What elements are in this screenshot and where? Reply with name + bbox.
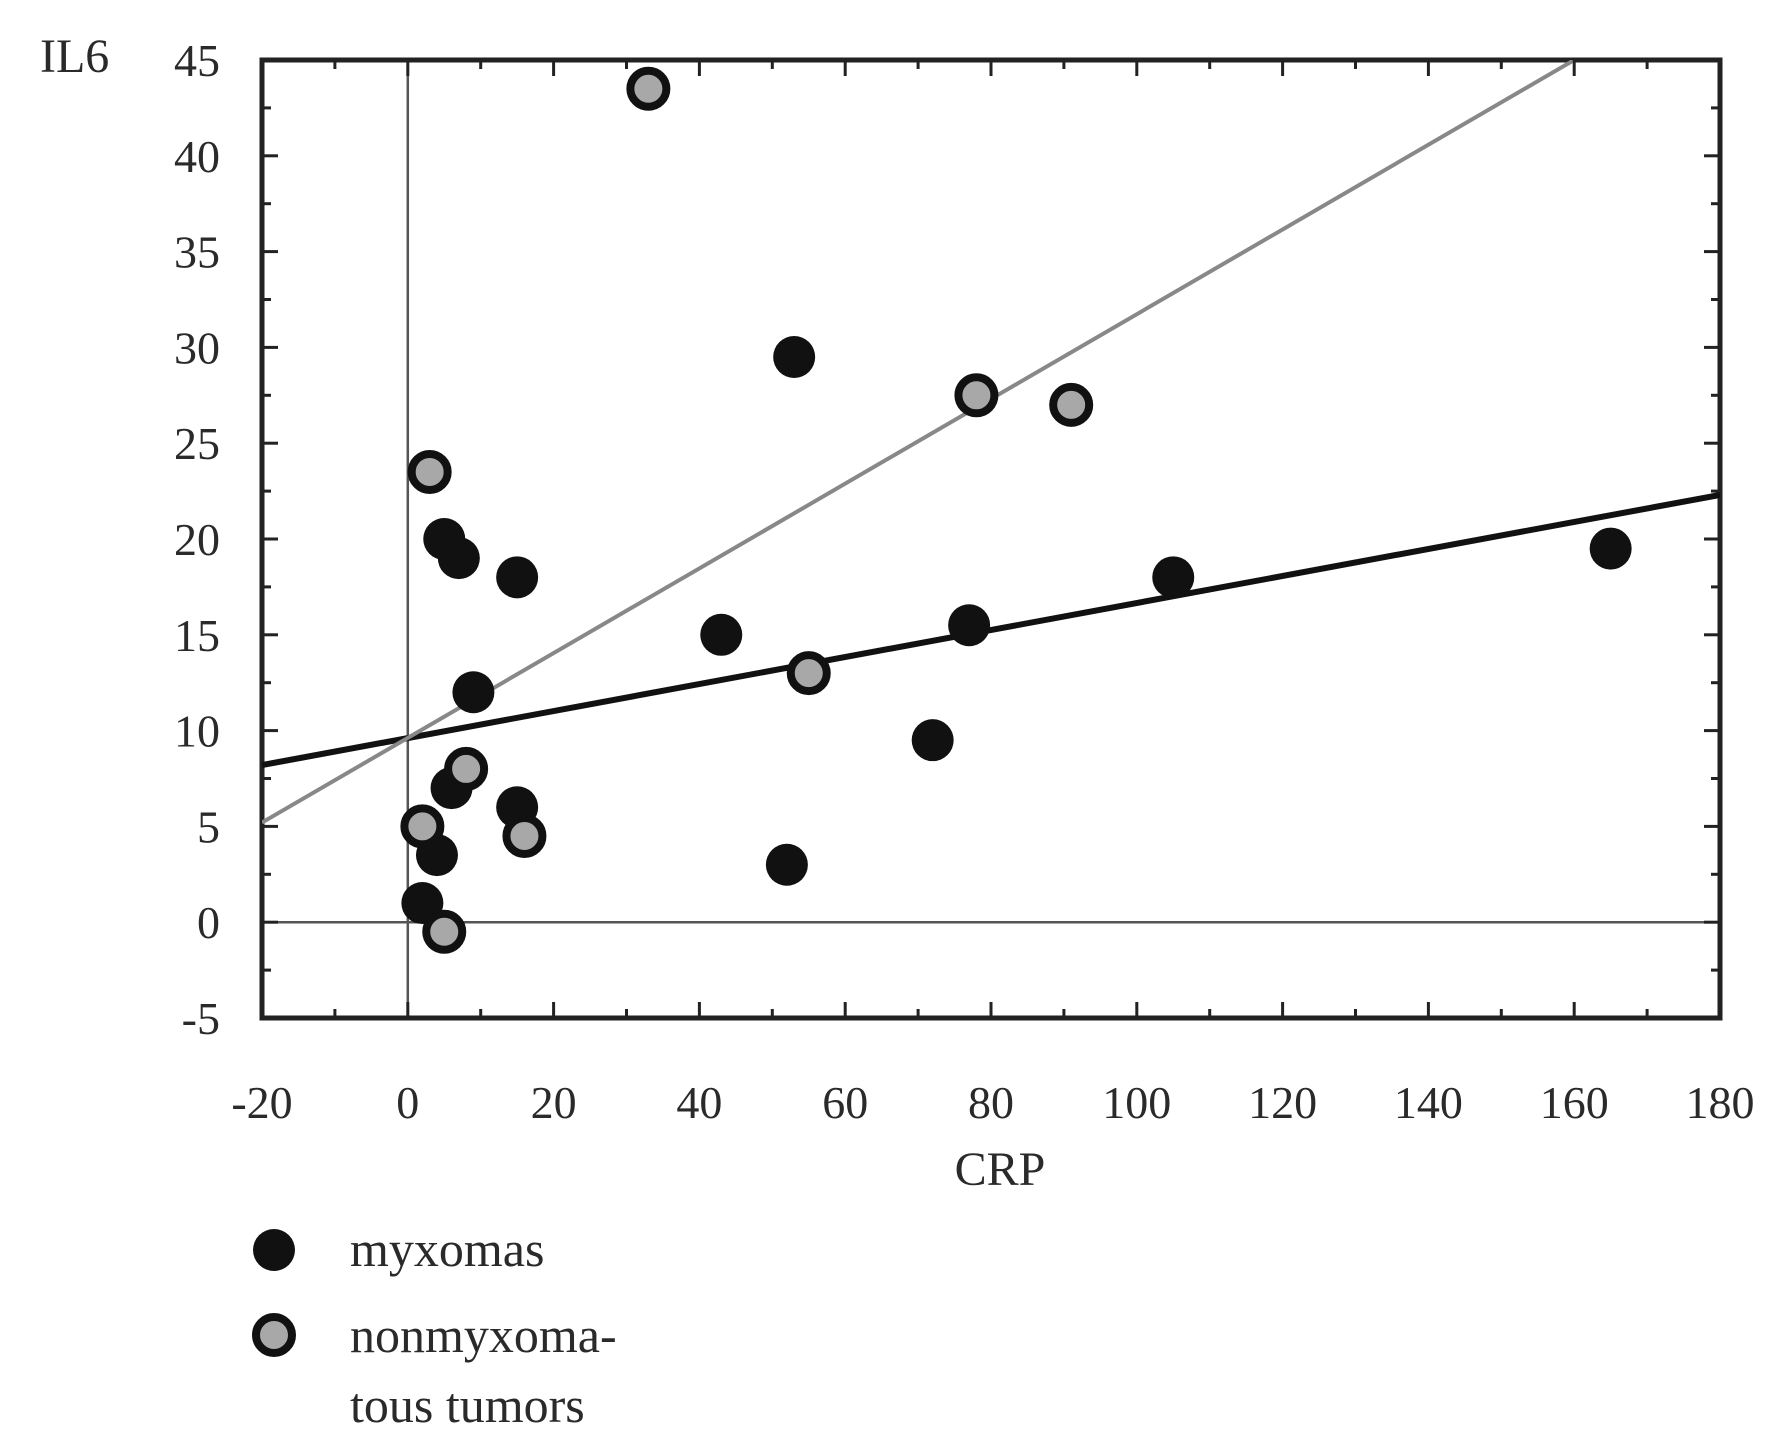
axis-ticks — [260, 58, 1722, 1020]
legend-marker-ring-icon — [252, 1313, 296, 1357]
y-tick-label: 30 — [174, 322, 220, 373]
point-myxomas — [452, 671, 495, 714]
point-nonmyxomatous — [400, 804, 445, 849]
reference-lines — [262, 60, 1720, 1018]
x-tick-label: -20 — [231, 1077, 292, 1128]
point-nonmyxomatous — [502, 813, 547, 858]
x-tick-label: 180 — [1686, 1077, 1755, 1128]
tick-labels: -20 0 20 40 60 80 100 120 140 160 180 -5 0 5 10 15 20 25 3… — [174, 35, 1755, 1128]
data-points — [400, 66, 1632, 954]
legend-marker-filled-icon — [253, 1229, 295, 1271]
point-myxomas — [1152, 556, 1195, 599]
point-myxomas — [437, 537, 480, 580]
point-nonmyxomatous — [1049, 382, 1094, 427]
y-tick-label: 5 — [197, 801, 220, 852]
point-myxomas — [765, 843, 808, 886]
x-tick-label: 0 — [396, 1077, 419, 1128]
y-axis-title: IL6 — [40, 30, 109, 83]
x-tick-label: 60 — [822, 1077, 868, 1128]
legend: myxomas nonmyxoma- tous tumors — [252, 1221, 617, 1433]
legend-label-nonmyxomatous-line2: tous tumors — [350, 1377, 585, 1433]
point-myxomas — [1589, 527, 1632, 570]
legend-item-myxomas: myxomas — [253, 1221, 544, 1277]
y-tick-label: 25 — [174, 418, 220, 469]
point-myxomas — [911, 719, 954, 762]
point-nonmyxomatous — [444, 746, 489, 791]
point-myxomas — [700, 613, 743, 656]
y-tick-label: 20 — [174, 514, 220, 565]
trendline-myxomas — [262, 491, 1720, 769]
y-tick-label: 10 — [174, 706, 220, 757]
y-tick-label: 45 — [174, 35, 220, 86]
y-tick-label: 40 — [174, 131, 220, 182]
point-myxomas — [948, 604, 991, 647]
x-tick-label: 20 — [531, 1077, 577, 1128]
y-tick-label: 0 — [197, 897, 220, 948]
point-myxomas — [496, 556, 539, 599]
y-tick-label: -5 — [182, 993, 220, 1044]
point-nonmyxomatous — [626, 66, 671, 111]
trendline-nonmyxomatous — [262, 60, 1576, 825]
point-myxomas — [773, 335, 816, 378]
plot-area — [259, 57, 1723, 1021]
x-tick-label: 120 — [1248, 1077, 1317, 1128]
x-tick-label: 160 — [1540, 1077, 1609, 1128]
plot-frame — [259, 57, 1723, 1021]
legend-item-nonmyxomatous: nonmyxoma- tous tumors — [252, 1307, 617, 1433]
y-tick-label: 15 — [174, 610, 220, 661]
point-nonmyxomatous — [786, 651, 831, 696]
point-nonmyxomatous — [407, 449, 452, 494]
y-tick-label: 35 — [174, 227, 220, 278]
point-nonmyxomatous — [422, 909, 467, 954]
x-tick-label: 100 — [1102, 1077, 1171, 1128]
x-tick-label: 80 — [968, 1077, 1014, 1128]
legend-label-myxomas: myxomas — [350, 1221, 544, 1277]
x-axis-title: CRP — [955, 1143, 1046, 1196]
x-tick-label: 40 — [676, 1077, 722, 1128]
point-nonmyxomatous — [954, 373, 999, 418]
legend-label-nonmyxomatous-line1: nonmyxoma- — [350, 1307, 617, 1363]
x-tick-label: 140 — [1394, 1077, 1463, 1128]
